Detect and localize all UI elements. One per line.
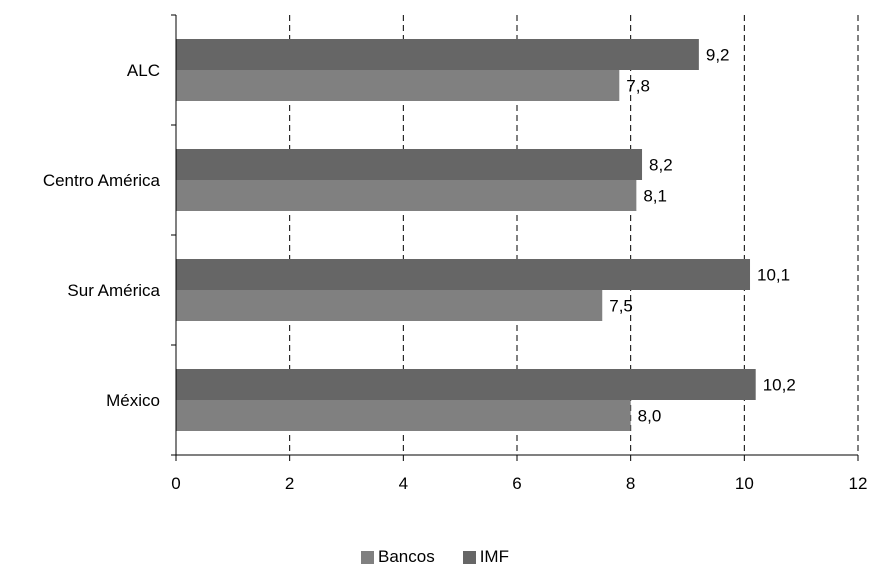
category-label: Sur América bbox=[67, 281, 160, 300]
bar-bancos-sur-america bbox=[176, 290, 603, 321]
x-tick-label-2: 2 bbox=[285, 474, 294, 493]
x-tick-label-12: 12 bbox=[849, 474, 868, 493]
legend: Bancos IMF bbox=[0, 547, 870, 567]
legend-label-bancos: Bancos bbox=[378, 547, 435, 566]
bar-bancos-alc bbox=[176, 70, 620, 101]
bar-imf-centro-america bbox=[176, 149, 643, 180]
legend-swatch-imf bbox=[462, 550, 476, 564]
bar-imf-mexico bbox=[176, 369, 756, 400]
x-tick-label-6: 6 bbox=[512, 474, 521, 493]
data-label-imf-mexico: 10,2 bbox=[763, 376, 796, 395]
x-tick-label-8: 8 bbox=[626, 474, 635, 493]
bar-chart: 9,2 7,8 ALC 8,2 8,1 Centro América 10,1 7,5 Sur … bbox=[43, 14, 868, 493]
x-tick-label-4: 4 bbox=[399, 474, 408, 493]
bar-imf-alc bbox=[176, 39, 699, 70]
data-label-imf-alc: 9,2 bbox=[706, 46, 730, 65]
legend-label-imf: IMF bbox=[479, 547, 509, 566]
bar-bancos-centro-america bbox=[176, 180, 637, 211]
legend-item-imf: IMF bbox=[462, 547, 509, 567]
data-label-imf-sur-america: 10,1 bbox=[757, 266, 790, 285]
data-label-bancos-mexico: 8,0 bbox=[638, 407, 662, 426]
data-label-bancos-alc: 7,8 bbox=[626, 77, 650, 96]
data-label-bancos-sur-america: 7,5 bbox=[609, 297, 633, 316]
data-label-imf-centro-america: 8,2 bbox=[649, 156, 673, 175]
legend-item-bancos: Bancos bbox=[361, 547, 435, 567]
legend-swatch-bancos bbox=[361, 550, 374, 564]
category-label: ALC bbox=[127, 61, 160, 80]
bar-bancos-mexico bbox=[176, 400, 631, 431]
data-label-bancos-centro-america: 8,1 bbox=[643, 187, 667, 206]
x-tick-label-10: 10 bbox=[735, 474, 754, 493]
bar-imf-sur-america bbox=[176, 259, 751, 290]
x-tick-label-0: 0 bbox=[171, 474, 180, 493]
category-label: México bbox=[106, 391, 160, 410]
category-label: Centro América bbox=[43, 171, 161, 190]
